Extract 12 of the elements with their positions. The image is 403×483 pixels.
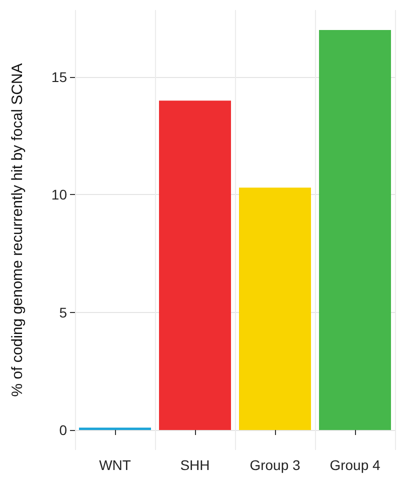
y-tick-label: 0 [59,422,68,438]
x-tick-label: SHH [180,457,210,473]
bar [159,100,231,430]
x-tick-label: WNT [99,457,132,473]
y-tick-label: 15 [51,69,68,86]
x-tick-label: Group 4 [330,457,381,473]
y-tick-label: 5 [59,304,68,320]
x-tick-label: Group 3 [250,457,301,473]
bar [239,188,311,430]
y-axis-title: % of coding genome recurrently hit by focal SCNA [9,63,26,397]
y-tick-label: 10 [51,186,68,203]
bar [319,30,391,430]
